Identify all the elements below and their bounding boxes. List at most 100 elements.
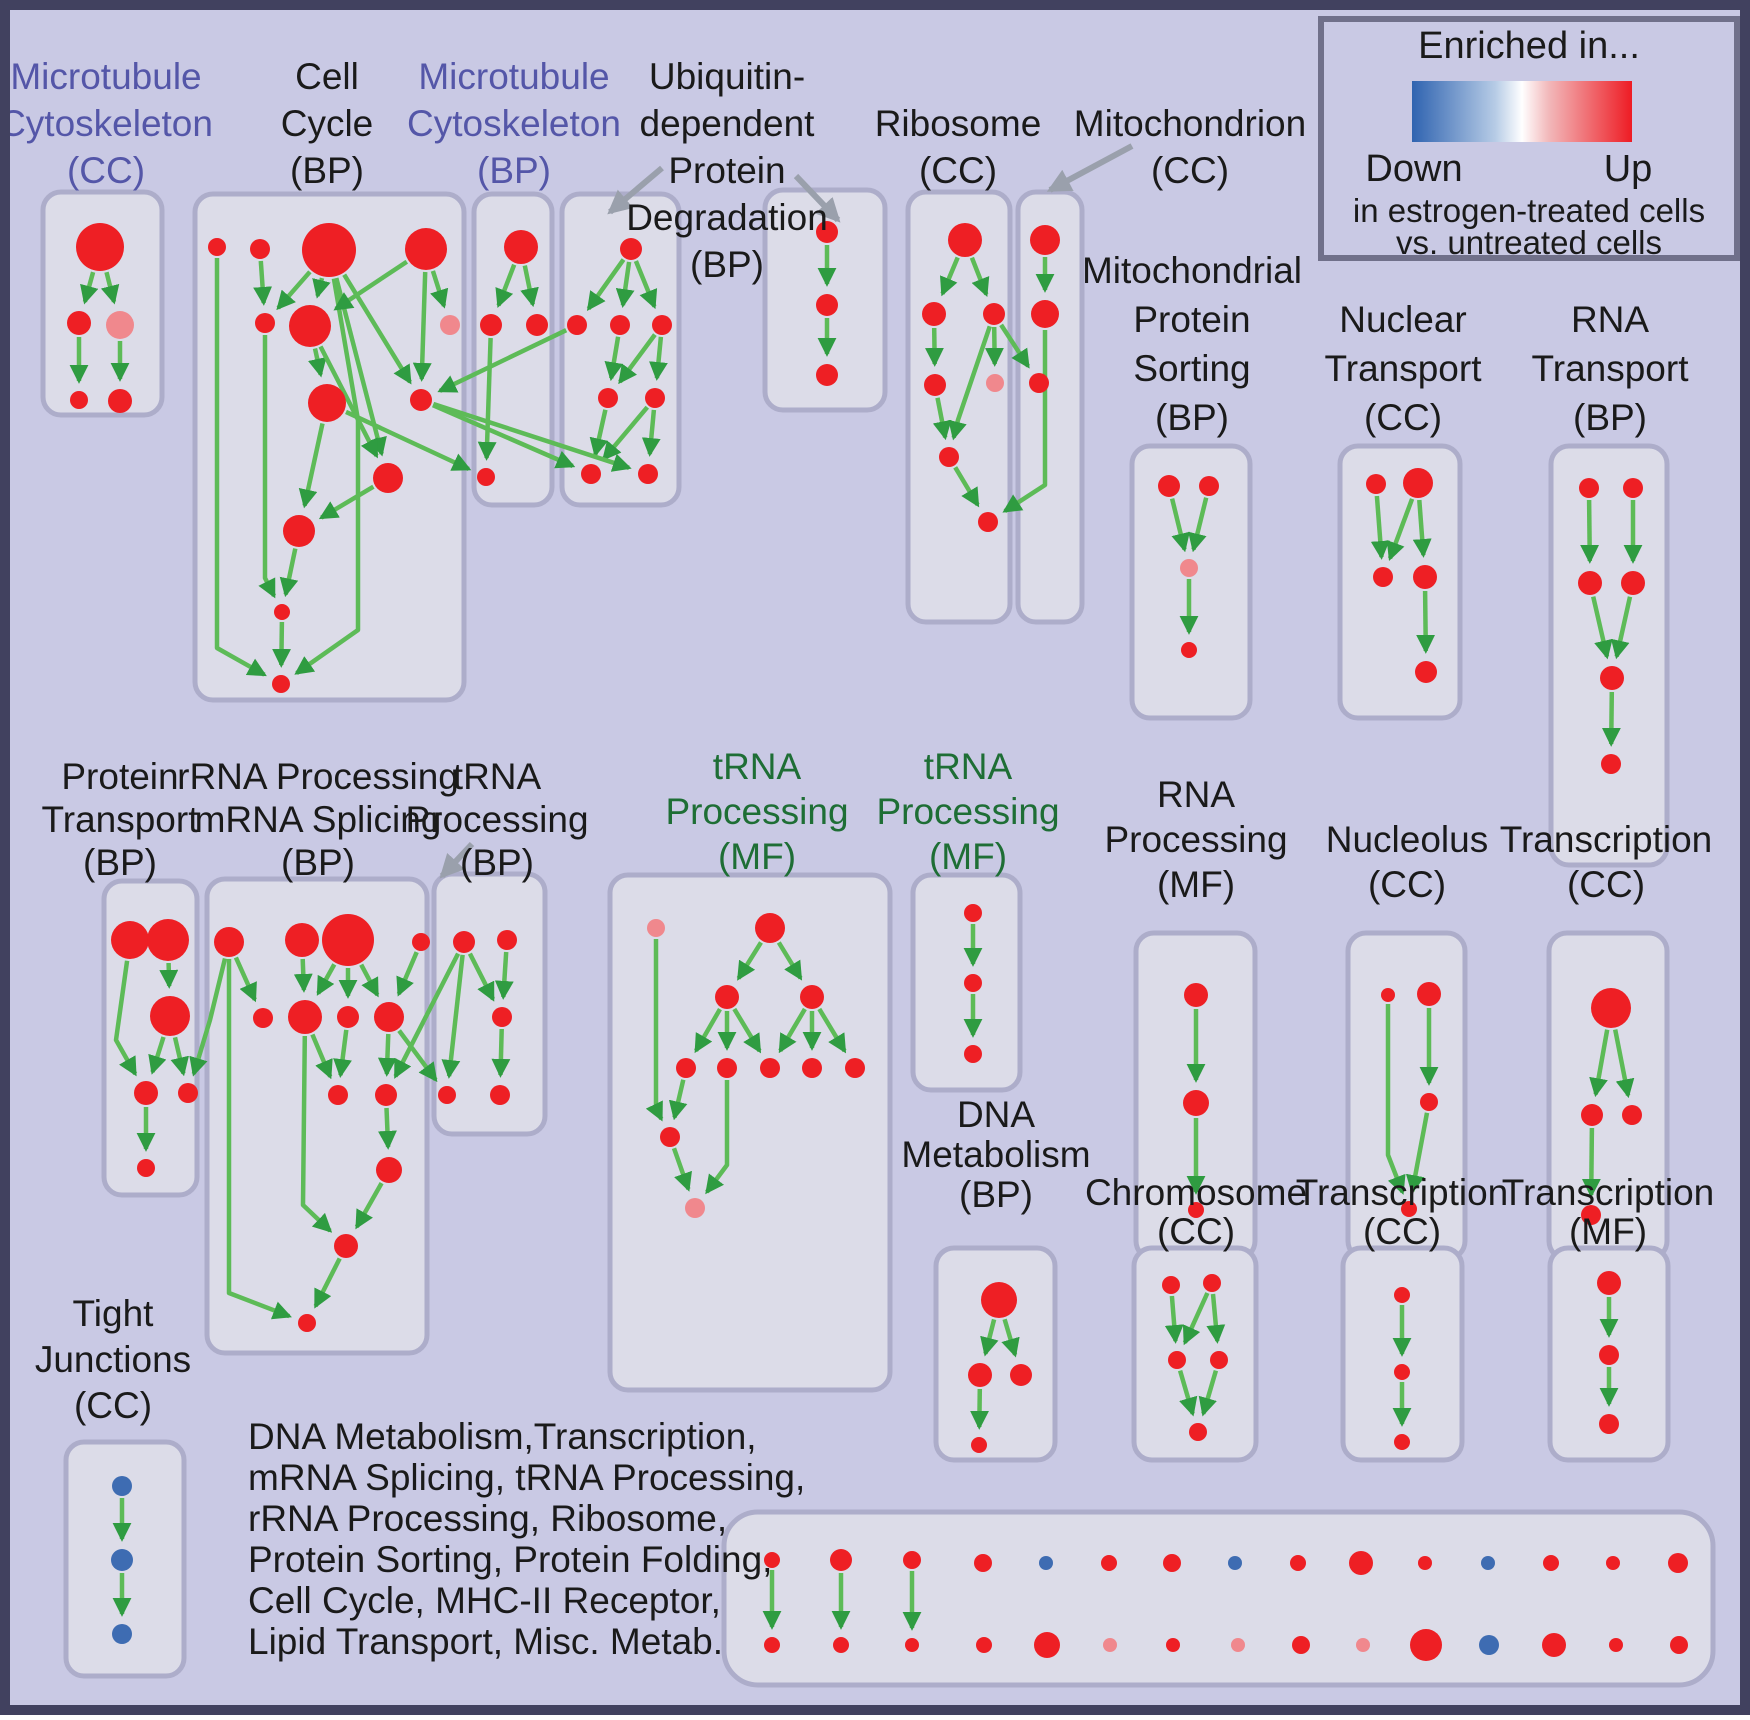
node-cc.C4 bbox=[405, 228, 447, 270]
node-mito.T3 bbox=[1029, 373, 1049, 393]
edge-arrow bbox=[396, 951, 419, 997]
edge-arrow bbox=[412, 271, 432, 382]
node-tx_mf.Y2 bbox=[1599, 1345, 1619, 1365]
node-misc.s2b bbox=[1034, 1632, 1060, 1658]
node-ribo.B6 bbox=[939, 447, 959, 467]
edge-arrow bbox=[1182, 1292, 1210, 1346]
node-misc.s7t bbox=[1349, 1551, 1373, 1575]
edge-arrow bbox=[276, 270, 312, 311]
edge-arrow bbox=[495, 263, 517, 309]
node-ribo.B5 bbox=[986, 374, 1004, 392]
cluster-label-tx_cc_mid: (CC) bbox=[1567, 864, 1645, 905]
legend-gradient-bar bbox=[1412, 81, 1632, 142]
cluster-label-mt_bp: Microtubule bbox=[418, 56, 609, 97]
node-nucleolus.K1 bbox=[1381, 988, 1395, 1002]
edge-arrow bbox=[970, 1388, 989, 1430]
node-misc.pb3 bbox=[905, 1638, 919, 1652]
node-tx_cc_bot.X1 bbox=[1394, 1287, 1410, 1303]
node-misc.s4t bbox=[1163, 1554, 1181, 1572]
cluster-label-rrna: rRNA Processing bbox=[177, 756, 459, 797]
edge-arrow bbox=[359, 963, 380, 998]
edge-arrow bbox=[279, 548, 299, 598]
node-cc.C10 bbox=[373, 463, 403, 493]
edge-arrow bbox=[1385, 1004, 1406, 1195]
node-chrom.W1 bbox=[1162, 1276, 1180, 1294]
node-trna_mf1.G8 bbox=[802, 1058, 822, 1078]
cluster-label-tx_cc_bot: (CC) bbox=[1363, 1211, 1441, 1252]
cluster-label-rrna: mRNA Splicing bbox=[195, 799, 442, 840]
node-rrna.R4 bbox=[412, 933, 430, 951]
cluster-box-mito bbox=[1015, 189, 1085, 625]
node-rrna.R1 bbox=[214, 927, 244, 957]
cluster-label-nucleolus: Nucleolus bbox=[1326, 819, 1488, 860]
node-misc.s4b bbox=[1166, 1638, 1180, 1652]
node-ub.U5 bbox=[598, 388, 618, 408]
cluster-label-mt_cc: Microtubule bbox=[10, 56, 201, 97]
cluster-label-tx_mf: Transcription bbox=[1502, 1172, 1714, 1213]
node-ribo.B4 bbox=[924, 374, 946, 396]
misc-note-line: rRNA Processing, Ribosome, bbox=[248, 1498, 727, 1539]
edge-arrow bbox=[1610, 596, 1633, 660]
node-chrom.W4 bbox=[1210, 1351, 1228, 1369]
edge-arrow bbox=[694, 1007, 722, 1054]
edge-arrow bbox=[645, 939, 664, 1122]
edge-arrow bbox=[649, 336, 668, 381]
node-trna_mf1.G10 bbox=[660, 1127, 680, 1147]
node-misc.s7b bbox=[1356, 1638, 1370, 1652]
edge-arrow bbox=[312, 277, 331, 299]
cluster-label-rnat: RNA bbox=[1571, 299, 1649, 340]
edge-arrow bbox=[671, 1147, 692, 1192]
node-misc.s3b bbox=[1103, 1638, 1117, 1652]
node-mito.T2 bbox=[1031, 300, 1059, 328]
cluster-box-ribo bbox=[905, 189, 1013, 625]
node-nt.N5 bbox=[1415, 661, 1437, 683]
node-ribo.B3 bbox=[983, 303, 1005, 325]
node-rna_mf.J1 bbox=[1184, 983, 1208, 1007]
cluster-label-pt: Transport bbox=[42, 799, 200, 840]
cluster-box-dna_bp bbox=[933, 1245, 1058, 1463]
legend-subtitle-1: in estrogen-treated cells bbox=[1353, 192, 1705, 229]
node-rrna.R7 bbox=[337, 1006, 359, 1028]
cluster-label-ub: dependent bbox=[640, 103, 816, 144]
cluster-label-mt_bp: Cytoskeleton bbox=[407, 103, 621, 144]
edge-arrow bbox=[618, 333, 657, 385]
node-trna_mf1.G4 bbox=[800, 985, 824, 1009]
node-misc.s5t bbox=[1228, 1556, 1242, 1570]
node-trna_bp.tB1 bbox=[453, 931, 475, 953]
cluster-label-nucleolus: (CC) bbox=[1368, 864, 1446, 905]
node-misc.s2t bbox=[1039, 1556, 1053, 1570]
edge-arrow bbox=[300, 1035, 333, 1233]
node-mt_bp.M4 bbox=[477, 468, 495, 486]
node-cc.C2 bbox=[250, 239, 270, 259]
node-mt_cc.c bbox=[106, 311, 134, 339]
node-dna_bp.D4 bbox=[971, 1437, 987, 1453]
node-pt.A2 bbox=[147, 919, 189, 961]
node-cc.C6 bbox=[289, 305, 331, 347]
edge-arrow bbox=[333, 1029, 352, 1079]
node-misc.s6b bbox=[1292, 1636, 1310, 1654]
legend-up-label: Up bbox=[1604, 148, 1653, 190]
edge-arrow bbox=[1591, 596, 1613, 660]
node-misc.s9t bbox=[1481, 1556, 1495, 1570]
cluster-label-ub: Protein bbox=[668, 150, 785, 191]
node-trna_mf1.G6 bbox=[717, 1058, 737, 1078]
node-misc.s11b bbox=[1609, 1638, 1623, 1652]
node-trna_bp.tB5 bbox=[490, 1085, 510, 1105]
node-misc.s11t bbox=[1606, 1556, 1620, 1570]
node-rrna.R11 bbox=[376, 1157, 402, 1183]
node-trna_mf1.G3 bbox=[715, 985, 739, 1009]
cluster-label-mps: Mitochondrial bbox=[1082, 250, 1302, 291]
cluster-box-chrom bbox=[1131, 1245, 1259, 1463]
edge-arrow bbox=[1177, 1369, 1198, 1417]
cluster-label-mt_bp: (BP) bbox=[477, 150, 551, 191]
cluster-label-mps: Sorting bbox=[1133, 348, 1250, 389]
cluster-label-trna_mf2: Processing bbox=[876, 791, 1059, 832]
misc-note-line: Lipid Transport, Misc. Metab. bbox=[248, 1621, 723, 1662]
cluster-label-mito: Mitochondrion bbox=[1074, 103, 1306, 144]
node-trna_mf1.G2 bbox=[755, 913, 785, 943]
node-pt.A6 bbox=[137, 1159, 155, 1177]
node-misc.pb2 bbox=[833, 1637, 849, 1653]
edge-arrow bbox=[253, 260, 273, 306]
edge-arrow bbox=[633, 260, 658, 310]
